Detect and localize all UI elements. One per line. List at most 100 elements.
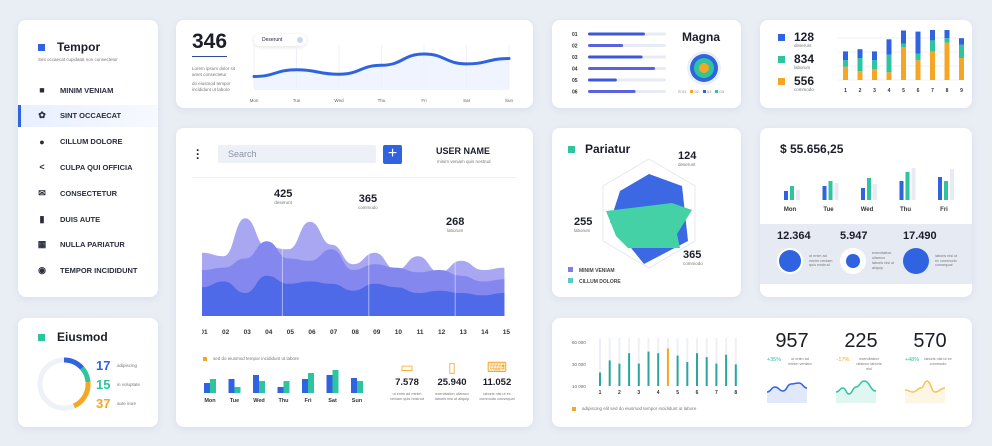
sidebar-item[interactable]: < CULPA QUI OFFICIA [18, 156, 158, 178]
stacked-bar-segment [843, 60, 848, 67]
stacked-bar-segment [915, 31, 921, 54]
x-tick-label: Mon [250, 98, 259, 103]
legend-swatch-icon [778, 56, 785, 63]
sidebar-item-label: CONSECTETUR [60, 188, 118, 198]
stacked-bar-segment [901, 47, 906, 80]
stacked-label: deserunt [794, 43, 812, 48]
stacked-bar-segment [872, 51, 877, 61]
peak-label: deserunt [274, 200, 292, 205]
stat-circle [777, 248, 803, 274]
revenue-stat-label: ut enim ad minim veniam quis nostrud [809, 253, 833, 268]
x-tick-label: 14 [481, 329, 489, 336]
x-tick-label: 4 [888, 88, 891, 94]
mail-icon: ✉ [38, 187, 46, 198]
stacked-bar-segment [843, 66, 848, 80]
sparkline [904, 380, 946, 393]
more-menu-icon[interactable]: · · · [196, 143, 200, 165]
x-tick-label: Wed [334, 98, 344, 103]
y-tick-label: 10 000 [572, 384, 586, 389]
weekly-value: 346 [192, 30, 228, 57]
radar-value: 124 [678, 150, 697, 162]
sidebar-item[interactable]: ■ MINIM VENIAM [18, 79, 158, 101]
x-tick-label: Sat [463, 98, 471, 103]
bar [899, 181, 904, 200]
peak-value: 365 [358, 193, 378, 205]
x-tick-label: 12 [438, 329, 446, 336]
stacked-bar-segment [901, 43, 906, 47]
area-series [202, 275, 505, 316]
sidebar-item[interactable]: ● CILLUM DOLORE [18, 131, 158, 153]
search-input[interactable]: Search [218, 145, 376, 163]
dropdown-label: Deserunt [262, 37, 283, 43]
stat-fill [903, 248, 929, 274]
stacked-label: commodo [794, 87, 814, 92]
pariatur-card: Pariatur 124 deserunt 255 laborum 365 commo… [552, 128, 741, 297]
magna-legend-item: 04 [719, 89, 724, 94]
legend-swatch-icon [715, 90, 719, 93]
magna-bar-chart: 01 02 03 04 05 06 [572, 32, 666, 96]
sidebar-item[interactable]: ✿ SINT OCCAECAT [18, 104, 158, 127]
radar-label: commodo [683, 261, 703, 266]
line-series [252, 52, 511, 78]
dropdown-toggle-icon [297, 37, 303, 43]
deserunt-dropdown[interactable]: Deserunt [254, 34, 306, 46]
weekly-line-card: 346 Lorem ipsum dolor sit amet consectet… [176, 20, 533, 108]
x-tick-label: Sun [352, 398, 363, 404]
sidebar-item[interactable]: ◉ TEMPOR INCIDIDUNT [18, 260, 158, 282]
stacked-bar-segment [843, 51, 848, 61]
weekly-desc-1: Lorem ipsum dolor sit amet consectetur [192, 66, 236, 77]
sidebar-item[interactable]: ✉ CONSECTETUR [18, 182, 158, 204]
x-tick-label: 7 [931, 88, 934, 94]
sparkline [766, 382, 808, 393]
bar-label: 04 [572, 67, 578, 73]
bar-label: 05 [572, 78, 578, 84]
kpi-sparkline [835, 380, 877, 403]
sidebar-item-label: CULPA QUI OFFICIA [60, 162, 133, 172]
bar-label: 02 [572, 44, 578, 50]
bar [873, 184, 877, 200]
kpi-label: laboris nisi ut ex commodo [924, 357, 952, 366]
eiusmod-label: adipiscing [117, 362, 138, 368]
x-tick-label: Mon [784, 207, 797, 213]
x-tick-label: Fri [304, 398, 312, 404]
week-grouped-bar-chart: Mon Tue Wed Thu Fri Sat Sun [204, 370, 363, 404]
sidebar-item-label: TEMPOR INCIDIDUNT [60, 266, 138, 276]
stat-fill [846, 254, 860, 268]
bar [911, 168, 916, 200]
device-value: 25.940 [437, 377, 467, 388]
magna-legend-item: 03 [706, 89, 712, 94]
stacked-bar-segment [872, 60, 877, 69]
add-button[interactable]: + [383, 145, 402, 164]
eiusmod-card: Eiusmod 17 adipiscing 15 in voluptate 37 aute… [18, 318, 158, 427]
sidebar-title: Tempor [57, 40, 101, 54]
magna-target-chart [687, 51, 721, 85]
sidebar-item-label: DUIS AUTE [60, 214, 101, 224]
bar [259, 381, 265, 393]
x-tick-label: 3 [873, 88, 876, 94]
x-tick-label: Wed [253, 398, 265, 404]
stacked-bar-segment [930, 51, 935, 80]
bar-label: 01 [572, 32, 578, 38]
revenue-card: $ 55.656,25 Mon Tue Wed Thu Fri 12.364 ut eni… [760, 128, 972, 297]
peak-value: 268 [446, 216, 465, 228]
radar-legend-item: MINIM VENIAM [579, 268, 615, 274]
calculator-icon: ▦ [37, 239, 47, 250]
x-tick-label: 01 [202, 329, 208, 336]
sidebar: Tempor Sint occaecat cupidatat non conse… [18, 20, 158, 297]
sidebar-item[interactable]: ▦ NULLA PARIATUR [18, 234, 158, 256]
x-tick-label: Mon [204, 398, 216, 404]
stat-circle [903, 248, 929, 274]
bar [588, 78, 617, 82]
magna-legend-item: 01 [682, 89, 687, 94]
search-placeholder: Search [228, 149, 257, 159]
bar [253, 375, 259, 393]
bar [588, 44, 624, 47]
sidebar-item[interactable]: ▮ DUIS AUTE [18, 208, 158, 230]
radar-label: laborum [574, 228, 591, 233]
pariatur-title: Pariatur [585, 142, 631, 156]
stacked-value: 834 [794, 52, 815, 66]
x-tick-label: Tue [230, 398, 239, 404]
x-tick-label: 06 [308, 329, 316, 336]
eiusmod-value: 15 [96, 377, 111, 392]
monitor-icon: ▭ [400, 359, 414, 375]
